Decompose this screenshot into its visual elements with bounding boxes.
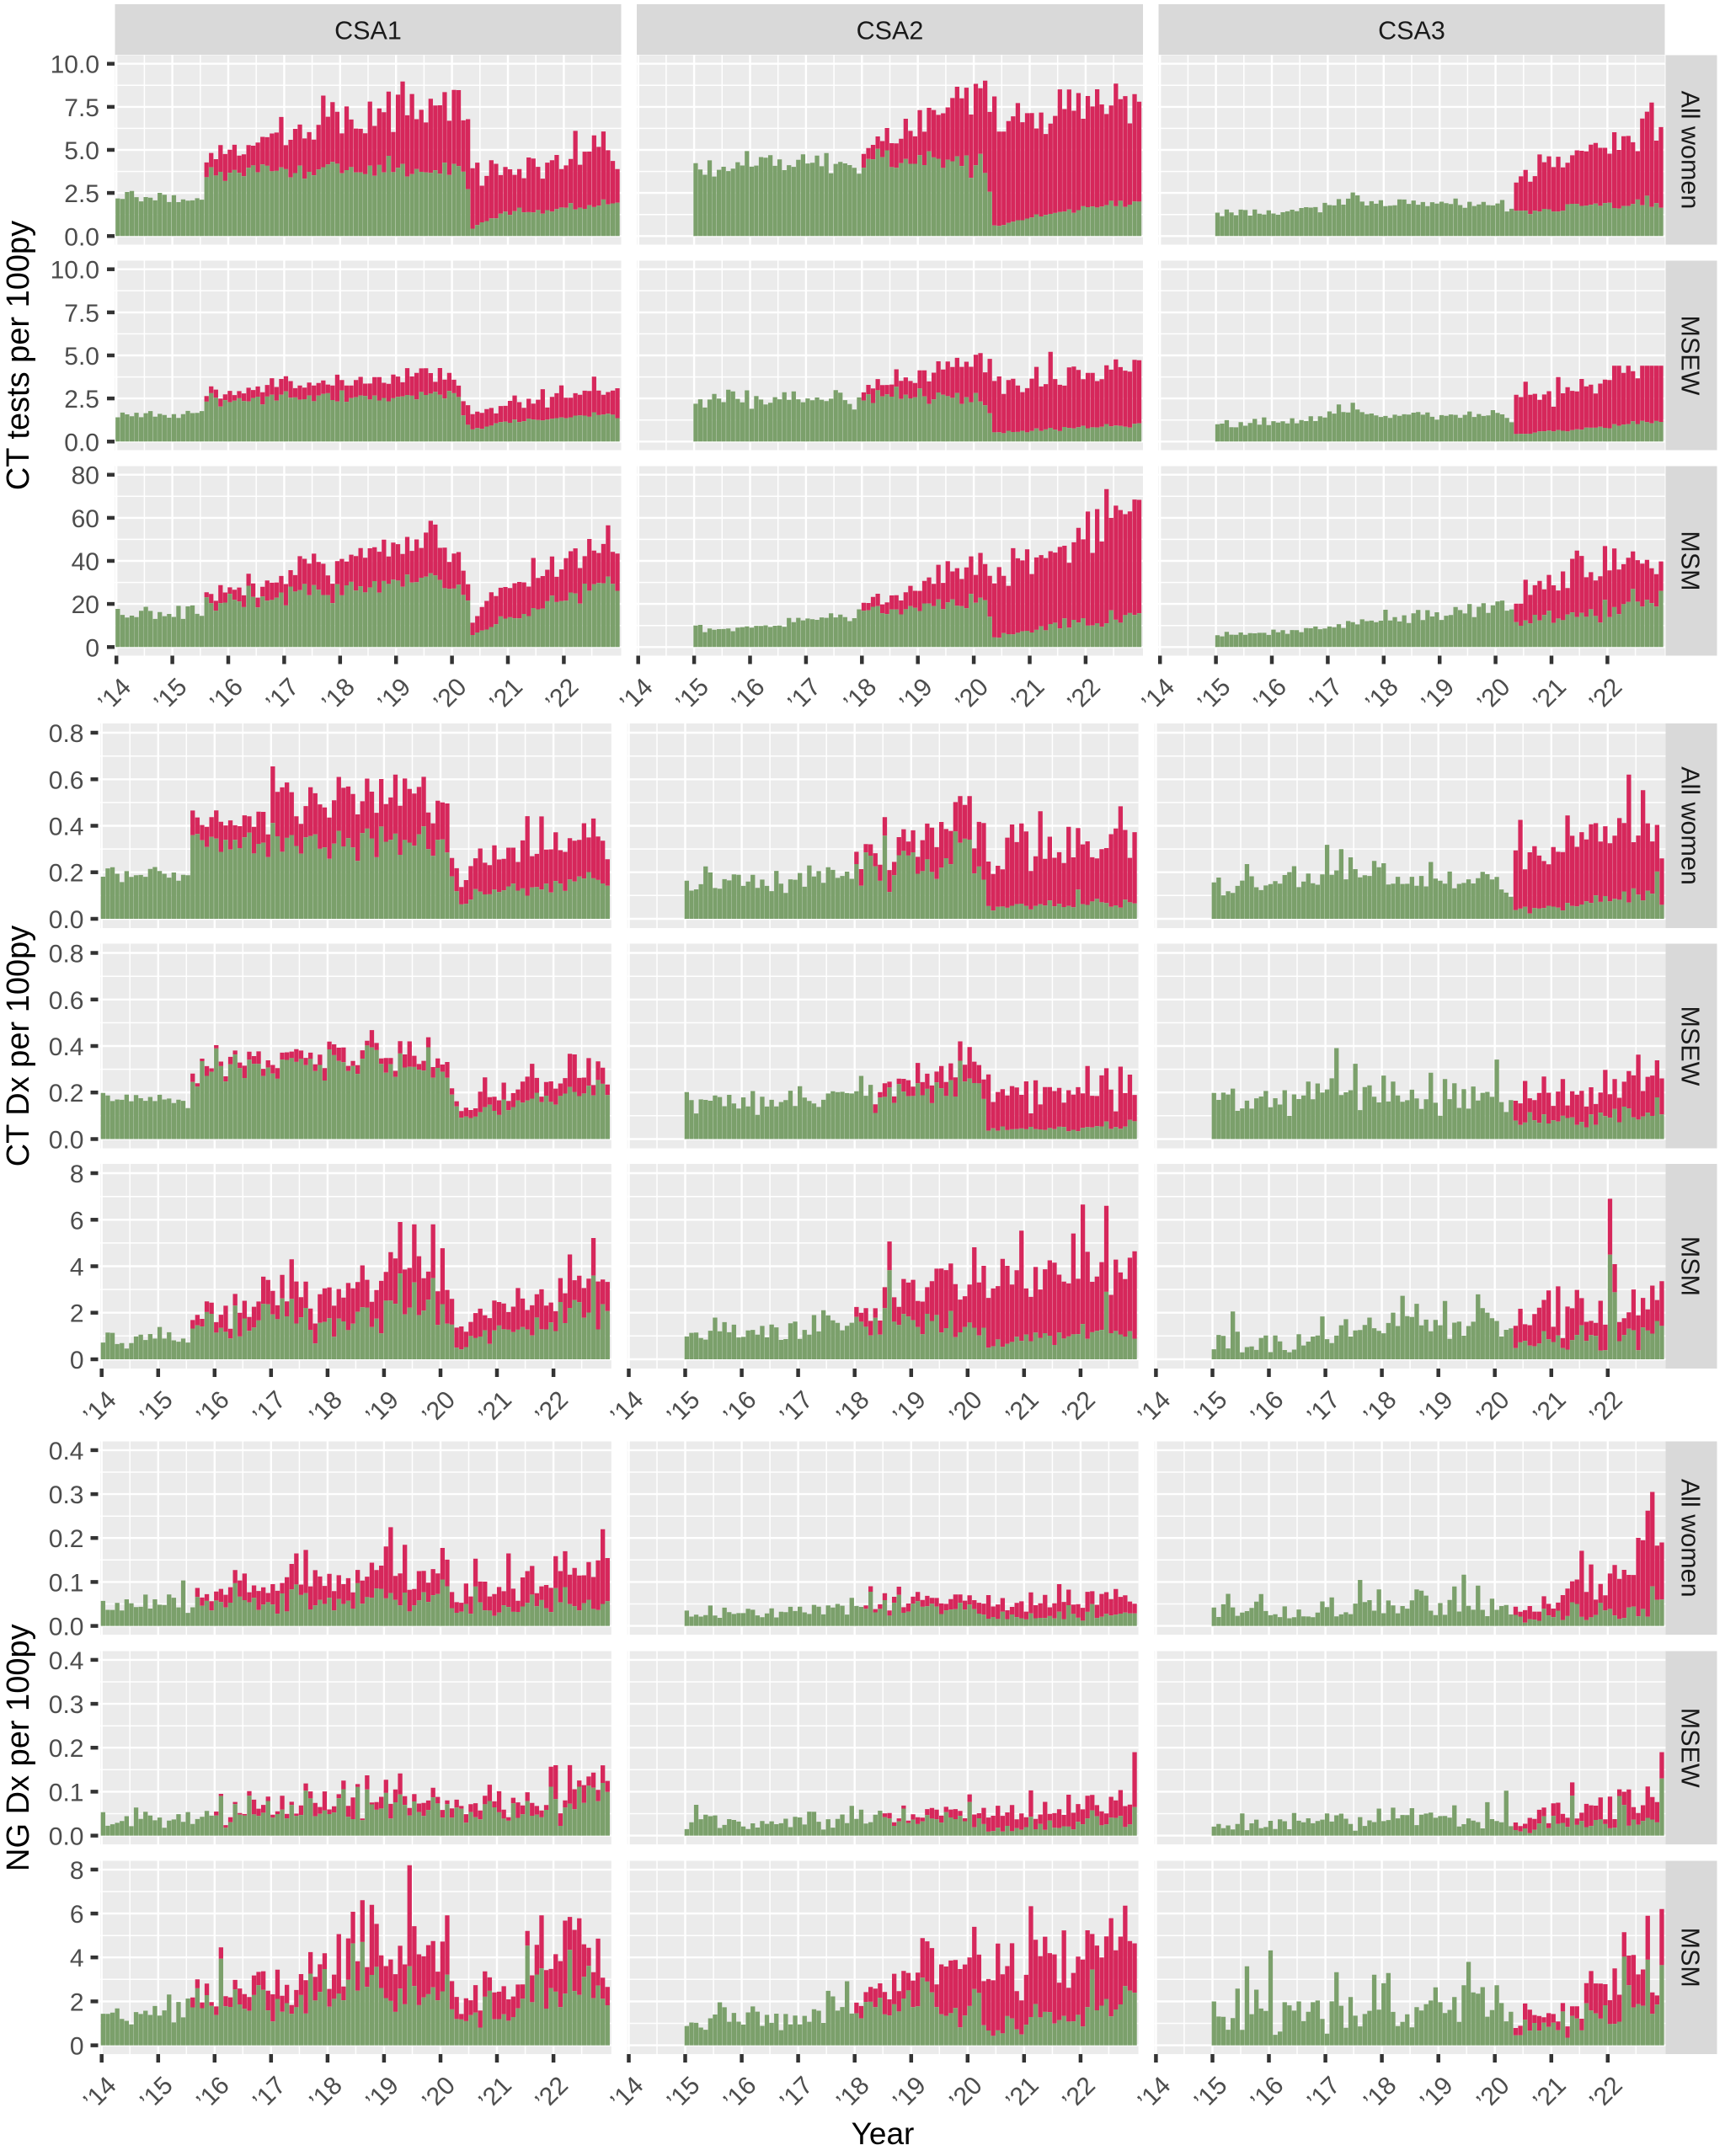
svg-text:All women: All women bbox=[1676, 91, 1705, 210]
svg-text:0.4: 0.4 bbox=[49, 1033, 84, 1061]
svg-text:0.4: 0.4 bbox=[49, 1647, 84, 1675]
svg-text:0.0: 0.0 bbox=[49, 906, 84, 934]
svg-text:0.0: 0.0 bbox=[49, 1614, 84, 1641]
svg-text:0.3: 0.3 bbox=[49, 1691, 84, 1719]
svg-text:8: 8 bbox=[70, 1857, 84, 1885]
svg-text:4: 4 bbox=[70, 1945, 84, 1972]
svg-text:0: 0 bbox=[70, 1347, 84, 1374]
svg-text:MSM: MSM bbox=[1676, 531, 1705, 590]
svg-text:All women: All women bbox=[1676, 1479, 1705, 1598]
svg-text:0.6: 0.6 bbox=[49, 987, 84, 1015]
svg-text:7.5: 7.5 bbox=[64, 300, 99, 328]
svg-text:10.0: 10.0 bbox=[51, 51, 99, 79]
svg-text:0.8: 0.8 bbox=[49, 720, 84, 748]
svg-text:NG Dx per 100py: NG Dx per 100py bbox=[1, 1624, 36, 1871]
svg-text:0.4: 0.4 bbox=[49, 814, 84, 841]
svg-text:0.4: 0.4 bbox=[49, 1438, 84, 1465]
svg-text:6: 6 bbox=[70, 1901, 84, 1929]
svg-text:0.8: 0.8 bbox=[49, 941, 84, 969]
svg-text:0: 0 bbox=[70, 2033, 84, 2061]
svg-text:0.1: 0.1 bbox=[49, 1569, 84, 1597]
svg-text:7.5: 7.5 bbox=[64, 94, 99, 122]
svg-text:MSEW: MSEW bbox=[1676, 1006, 1705, 1086]
svg-text:CSA2: CSA2 bbox=[857, 16, 924, 45]
svg-text:CSA1: CSA1 bbox=[334, 16, 402, 45]
svg-text:Year: Year bbox=[852, 2116, 915, 2151]
svg-text:MSEW: MSEW bbox=[1676, 1708, 1705, 1788]
svg-text:80: 80 bbox=[72, 462, 99, 490]
svg-text:40: 40 bbox=[72, 548, 99, 576]
svg-text:10.0: 10.0 bbox=[51, 257, 99, 285]
svg-text:2: 2 bbox=[70, 1300, 84, 1328]
svg-text:0.1: 0.1 bbox=[49, 1779, 84, 1806]
svg-text:CT Dx per 100py: CT Dx per 100py bbox=[1, 926, 36, 1167]
svg-text:0.0: 0.0 bbox=[64, 223, 99, 251]
svg-text:0.2: 0.2 bbox=[49, 1525, 84, 1553]
svg-text:0.0: 0.0 bbox=[64, 429, 99, 456]
svg-text:5.0: 5.0 bbox=[64, 343, 99, 371]
svg-text:60: 60 bbox=[72, 505, 99, 533]
svg-text:MSM: MSM bbox=[1676, 1236, 1705, 1296]
svg-text:MSEW: MSEW bbox=[1676, 316, 1705, 396]
svg-text:CT tests per 100py: CT tests per 100py bbox=[1, 221, 36, 490]
svg-text:0: 0 bbox=[85, 634, 99, 662]
svg-text:MSM: MSM bbox=[1676, 1928, 1705, 1988]
svg-text:4: 4 bbox=[70, 1254, 84, 1282]
svg-text:0.3: 0.3 bbox=[49, 1481, 84, 1509]
svg-text:6: 6 bbox=[70, 1207, 84, 1235]
svg-text:CSA3: CSA3 bbox=[1378, 16, 1445, 45]
svg-text:0.2: 0.2 bbox=[49, 1080, 84, 1107]
svg-text:8: 8 bbox=[70, 1161, 84, 1188]
svg-text:0.6: 0.6 bbox=[49, 766, 84, 794]
svg-text:0.0: 0.0 bbox=[49, 1127, 84, 1155]
svg-text:All women: All women bbox=[1676, 766, 1705, 885]
svg-text:0.0: 0.0 bbox=[49, 1823, 84, 1851]
svg-text:2: 2 bbox=[70, 1988, 84, 2016]
svg-text:20: 20 bbox=[72, 591, 99, 619]
svg-text:0.2: 0.2 bbox=[49, 1735, 84, 1763]
svg-text:2.5: 2.5 bbox=[64, 386, 99, 414]
svg-text:0.2: 0.2 bbox=[49, 860, 84, 888]
svg-text:2.5: 2.5 bbox=[64, 180, 99, 208]
svg-text:5.0: 5.0 bbox=[64, 137, 99, 165]
